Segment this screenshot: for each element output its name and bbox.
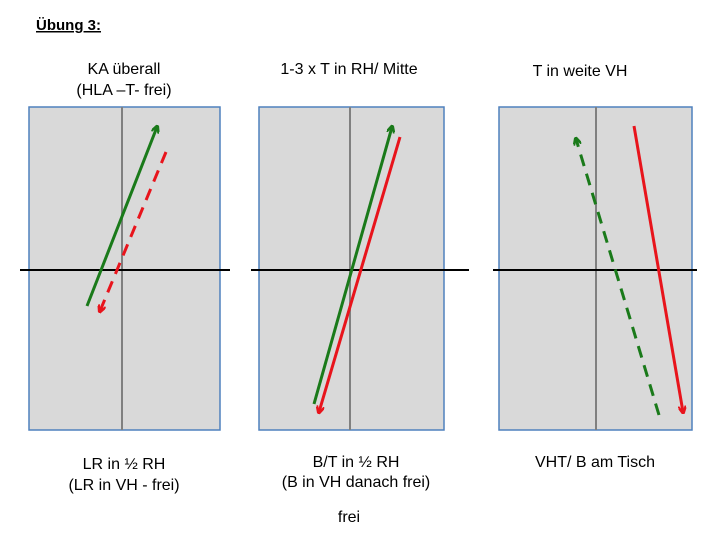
red-arrow	[632, 125, 683, 412]
red-arrow	[100, 151, 168, 311]
top-label: (HLA –T- frei)	[76, 82, 171, 99]
top-label: T in weite VH	[533, 63, 628, 80]
green-arrow	[85, 127, 157, 307]
panel-2: 1-3 x T in RH/ Mitte B/T in ½ RH (B in V…	[251, 61, 469, 491]
bottom-label: (LR in VH - frei)	[68, 477, 179, 494]
green-arrow	[312, 127, 392, 405]
green-arrow	[576, 139, 661, 416]
bottom-label: LR in ½ RH	[83, 456, 166, 473]
red-arrow	[319, 136, 402, 412]
title: Übung 3:	[36, 17, 101, 34]
footer: frei	[338, 509, 360, 526]
top-label: 1-3 x T in RH/ Mitte	[280, 61, 417, 78]
bottom-label: VHT/ B am Tisch	[535, 454, 655, 471]
bottom-label: (B in VH danach frei)	[282, 474, 431, 491]
top-label: KA überall	[88, 61, 161, 78]
panel-1: KA überall (HLA –T- frei) LR in ½ RH (LR…	[20, 61, 230, 494]
panel-3: T in weite VH VHT/ B am Tisch	[493, 63, 697, 471]
field	[28, 106, 221, 431]
bottom-label: B/T in ½ RH	[313, 454, 400, 471]
